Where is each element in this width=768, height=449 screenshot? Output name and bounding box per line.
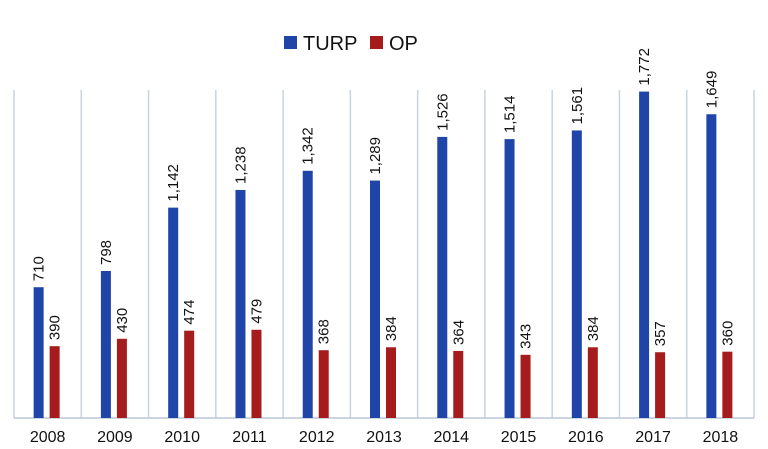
legend-swatch-op (370, 36, 383, 49)
bar-op-2013 (386, 347, 396, 418)
bar-turp-2018 (706, 114, 717, 418)
data-label-turp-2017: 1,772 (636, 48, 653, 86)
data-label-op-2015: 343 (518, 324, 535, 349)
data-label-op-2012: 368 (316, 319, 333, 344)
legend: TURP OP (284, 33, 418, 55)
bar-op-2009 (116, 338, 127, 418)
bar-op-2014 (453, 350, 464, 418)
data-label-turp-2015: 1,514 (502, 96, 519, 134)
bar-op-2015 (520, 354, 531, 418)
x-tick-label-2014: 2014 (433, 429, 469, 446)
x-tick-label-2010: 2010 (164, 429, 200, 446)
x-tick-label-2011: 2011 (232, 429, 267, 446)
bar-turp-2009 (100, 271, 111, 418)
data-label-op-2016: 384 (585, 316, 602, 341)
bar-turp-2017 (639, 91, 650, 418)
x-tick-label-2015: 2015 (501, 429, 537, 446)
data-label-op-2011: 479 (248, 299, 265, 324)
data-label-turp-2013: 1,289 (367, 137, 384, 175)
data-label-op-2013: 384 (383, 316, 400, 341)
data-label-turp-2018: 1,649 (703, 71, 720, 109)
bar-op-2011 (251, 329, 262, 418)
bar-turp-2010 (168, 207, 179, 418)
x-tick-label-2008: 2008 (30, 429, 66, 446)
bar-op-2018 (722, 351, 733, 418)
x-axis-tick-labels: 2008 2009 2010 2011 2012 2013 2014 2015 2016 2017… (30, 429, 738, 446)
data-labels: 710 390 798 430 1,142 474 1,238 479 1,342 368 1,28… (31, 48, 737, 349)
bar-op-2017 (655, 352, 666, 418)
data-label-turp-2011: 1,238 (232, 146, 249, 184)
bar-op-2010 (184, 330, 195, 418)
data-label-turp-2010: 1,142 (165, 164, 182, 202)
data-label-op-2018: 360 (719, 321, 736, 346)
data-label-op-2017: 357 (652, 321, 669, 346)
legend-swatch-turp (284, 36, 297, 49)
data-label-turp-2012: 1,342 (300, 127, 317, 165)
data-label-op-2008: 390 (47, 315, 64, 340)
bar-op-2012 (318, 350, 329, 418)
legend-label-turp: TURP (303, 33, 357, 55)
bar-turp-2015 (504, 139, 515, 418)
bar-op-2016 (587, 347, 598, 418)
x-tick-label-2013: 2013 (366, 429, 402, 446)
data-label-turp-2008: 710 (31, 256, 48, 281)
bars (33, 91, 733, 419)
data-label-op-2009: 430 (114, 308, 131, 333)
data-label-op-2010: 474 (181, 300, 198, 325)
bar-turp-2013 (370, 180, 380, 418)
data-label-op-2014: 364 (450, 320, 467, 345)
bar-op-2008 (49, 346, 60, 418)
bar-turp-2008 (33, 287, 44, 418)
x-tick-label-2012: 2012 (299, 429, 335, 446)
x-tick-label-2016: 2016 (568, 429, 604, 446)
legend-label-op: OP (389, 33, 418, 55)
x-tick-label-2018: 2018 (703, 429, 739, 446)
gridlines (13, 90, 755, 418)
bar-turp-2012 (302, 170, 313, 418)
data-label-turp-2016: 1,561 (569, 87, 586, 125)
bar-turp-2014 (437, 136, 448, 419)
x-tick-label-2009: 2009 (97, 429, 133, 446)
x-tick-label-2017: 2017 (635, 429, 671, 446)
bar-turp-2011 (235, 189, 246, 418)
bar-turp-2016 (571, 130, 582, 418)
data-label-turp-2014: 1,526 (434, 93, 451, 131)
data-label-turp-2009: 798 (98, 240, 115, 265)
